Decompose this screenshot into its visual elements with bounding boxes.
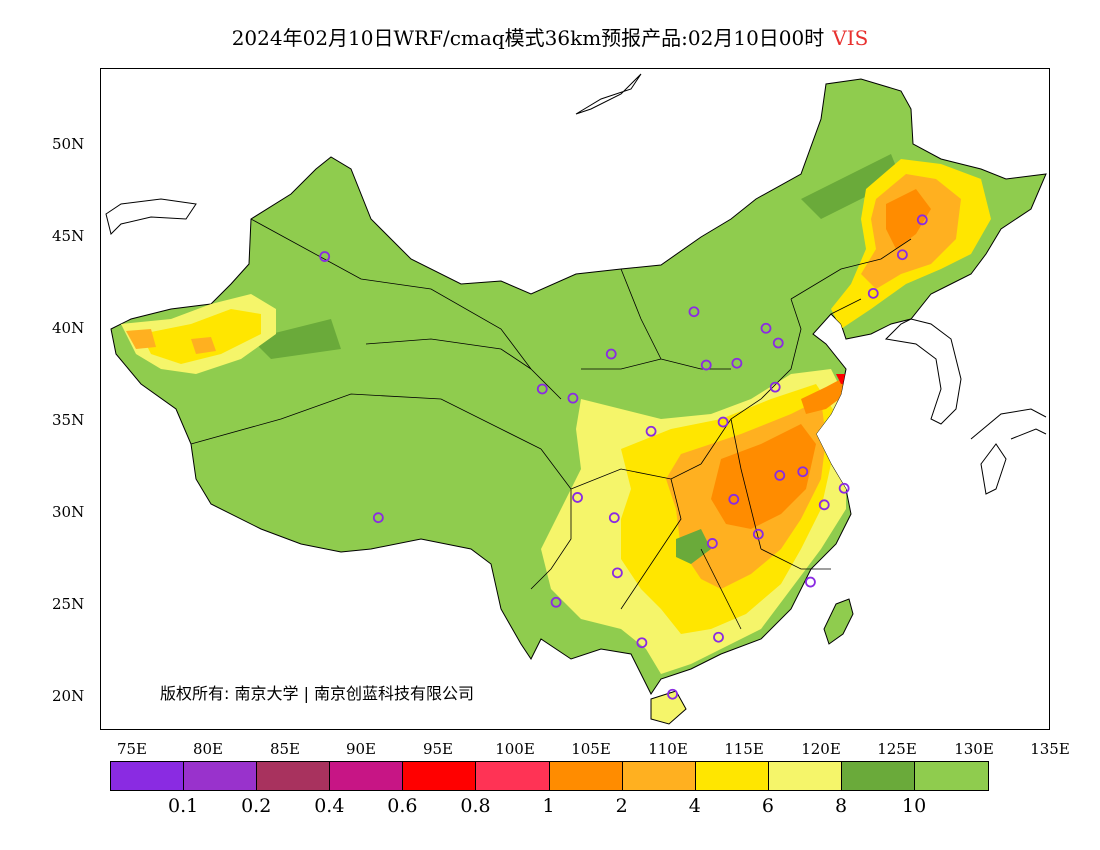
colorbar-cell-4 [403,762,477,790]
taiwan-island [823,598,854,645]
station-marker [372,512,384,524]
colorbar-tick-label: 10 [902,795,927,817]
colorbar-tick-label: 0.6 [387,795,418,817]
station-marker [805,576,816,588]
title-variable: VIS [832,26,869,50]
colorbar-cell-2 [257,762,331,790]
colorbar [110,761,990,791]
lon-label-110: 110E [648,740,688,758]
map-canvas [105,73,1047,725]
station-marker [818,499,830,511]
map-frame [100,68,1050,730]
station-marker [550,596,562,608]
colorbar-cell-8 [695,762,769,790]
colorbar-tick-label: 2 [615,795,628,817]
map-title: 2024年02月10日WRF/cmaq模式36km预报产品:02月10日00时 V… [0,22,1100,51]
lat-label-45: 45N [52,227,85,245]
visibility-field [121,154,991,674]
lon-label-85: 85E [269,740,301,758]
lat-label-40: 40N [52,319,85,337]
title-main: 2024年02月10日WRF/cmaq模式36km预报产品:02月10日00时 [231,26,825,50]
station-marker [688,306,700,318]
lon-label-105: 105E [571,740,611,758]
station-marker [717,416,729,428]
station-marker [645,425,657,437]
colorbar-cell-9 [768,762,842,790]
colorbar-tick-label: 1 [542,795,555,817]
station-marker [700,359,712,371]
station-marker [636,637,648,649]
colorbar-cell-11 [915,762,989,790]
colorbar-cell-6 [549,762,623,790]
station-marker [838,482,850,494]
colorbar-tick-label: 0.1 [167,795,199,817]
station-marker [774,469,786,481]
colorbar-cell-0 [111,762,185,790]
station-marker [731,357,743,369]
lon-label-130: 130E [954,740,994,758]
colorbar-tick-label: 4 [688,795,701,817]
station-marker [916,214,928,226]
lon-label-125: 125E [877,740,917,758]
lon-label-100: 100E [495,740,535,758]
station-marker [769,381,781,393]
lon-label-95: 95E [422,740,454,758]
station-marker [608,512,620,524]
colorbar-tick-label: 0.8 [460,795,491,817]
station-marker [797,466,809,478]
lon-label-75: 75E [116,740,148,758]
copyright-text: 版权所有: 南京大学 | 南京创蓝科技有限公司 [160,684,475,703]
lon-label-90: 90E [345,740,377,758]
colorbar-cell-10 [841,762,916,790]
station-marker [896,249,908,261]
station-marker [667,688,678,700]
colorbar-tick-label: 8 [834,795,848,817]
lat-label-50: 50N [52,135,85,153]
colorbar-tick-label: 0.2 [241,795,272,817]
colorbar-tick-label: 0.4 [314,795,345,817]
lat-label-25: 25N [52,595,85,613]
station-marker [536,383,548,395]
lat-label-30: 30N [52,503,85,521]
station-marker [772,337,784,349]
station-marker [605,348,617,360]
colorbar-cell-1 [184,762,258,790]
station-marker [567,392,579,404]
hainan-island [650,690,687,725]
station-marker [706,538,718,549]
colorbar-cell-7 [622,762,696,790]
station-markers [319,214,928,700]
station-marker [867,287,879,299]
coastlines [105,73,1047,495]
station-marker [611,567,623,579]
station-marker [728,493,740,505]
lon-label-120: 120E [801,740,841,758]
colorbar-tick-label: 6 [761,795,774,817]
lon-label-80: 80E [192,740,224,758]
province-borders [190,218,912,630]
lat-label-20: 20N [52,687,85,705]
station-marker [752,528,764,540]
station-marker [713,631,724,643]
lon-label-115: 115E [724,740,764,758]
colorbar-cell-3 [330,762,404,790]
colorbar-cell-5 [476,762,550,790]
lat-label-35: 35N [52,411,85,429]
station-marker [760,322,772,334]
station-marker [319,251,331,262]
lon-label-135: 135E [1030,740,1070,758]
station-marker [572,492,583,503]
